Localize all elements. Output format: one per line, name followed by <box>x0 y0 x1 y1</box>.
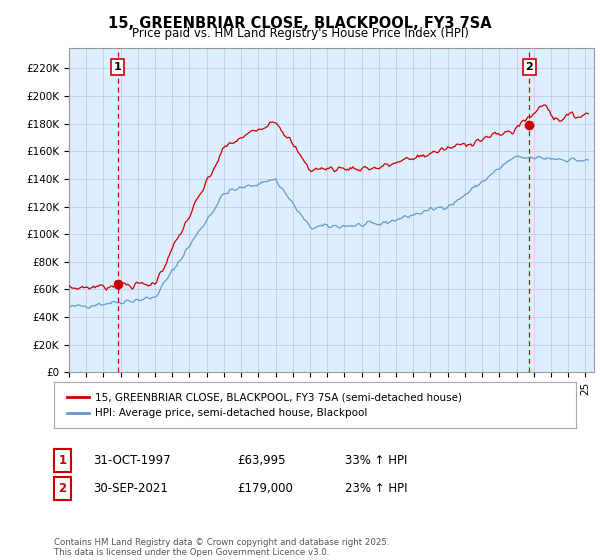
Text: 23% ↑ HPI: 23% ↑ HPI <box>345 482 407 496</box>
Text: Contains HM Land Registry data © Crown copyright and database right 2025.
This d: Contains HM Land Registry data © Crown c… <box>54 538 389 557</box>
Text: Price paid vs. HM Land Registry's House Price Index (HPI): Price paid vs. HM Land Registry's House … <box>131 27 469 40</box>
Text: £63,995: £63,995 <box>237 454 286 467</box>
Text: 2: 2 <box>58 482 67 495</box>
Text: 1: 1 <box>58 454 67 467</box>
Text: 30-SEP-2021: 30-SEP-2021 <box>93 482 168 496</box>
Text: 1: 1 <box>114 62 122 72</box>
Text: 33% ↑ HPI: 33% ↑ HPI <box>345 454 407 467</box>
Text: 2: 2 <box>526 62 533 72</box>
Text: 15, GREENBRIAR CLOSE, BLACKPOOL, FY3 7SA: 15, GREENBRIAR CLOSE, BLACKPOOL, FY3 7SA <box>108 16 492 31</box>
Text: £179,000: £179,000 <box>237 482 293 496</box>
Text: 31-OCT-1997: 31-OCT-1997 <box>93 454 170 467</box>
Legend: 15, GREENBRIAR CLOSE, BLACKPOOL, FY3 7SA (semi-detached house), HPI: Average pri: 15, GREENBRIAR CLOSE, BLACKPOOL, FY3 7SA… <box>59 385 469 426</box>
